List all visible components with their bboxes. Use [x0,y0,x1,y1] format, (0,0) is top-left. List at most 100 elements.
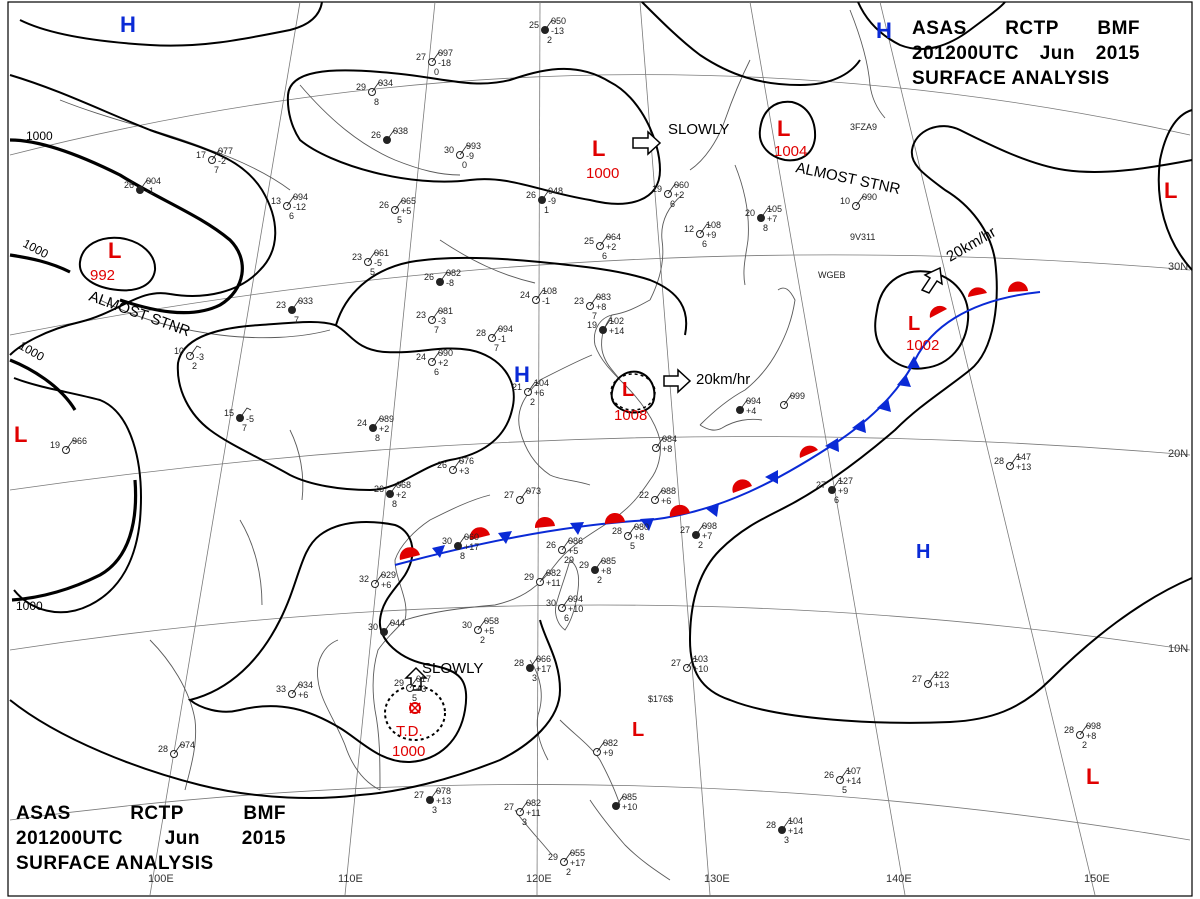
header-region: ASAS [16,803,71,824]
station-temperature: 26 [546,540,556,550]
lon-label: 150E [1084,873,1110,885]
wind-barb-icon [615,795,628,807]
station-tendency: +13 [1016,462,1031,472]
station-weather-code: 6 [564,613,569,623]
station-temperature: 28 [994,456,1004,466]
station-weather-code: 7 [434,325,439,335]
wind-barb-icon [291,299,304,311]
station-plot: 27 078+133 [414,786,451,815]
wind-barb-icon [452,459,465,471]
station-temperature: 26 [824,770,834,780]
station-pressure: 004 [146,176,161,186]
lon-label: 100E [148,873,174,885]
wind-barb-icon [519,489,532,501]
low-center-marker: L [632,719,644,741]
station-temperature: 27 [912,674,922,684]
station-plot: 26 086+529 [546,536,583,565]
low-center-marker: L [622,379,634,401]
station-temperature: 15 [224,408,234,418]
header-station: RCTP [1005,18,1059,39]
station-plot: 26 107+145 [824,766,861,795]
station-weather-code: 3 [532,673,537,683]
station-weather-code: 2 [597,575,602,585]
station-pressure: 107 [846,766,861,776]
coastlines [59,9,886,881]
wind-barb-icon [286,195,299,207]
station-pressure: 086 [568,536,583,546]
station-weather-code: 5 [370,267,375,277]
station-tendency: +2 [379,424,389,434]
station-pressure: 038 [393,126,408,136]
station-weather-code: 0 [434,67,439,77]
station-weather-code: 6 [670,199,675,209]
station-pressure: 122 [934,670,949,680]
station-pressure: 074 [180,740,195,750]
wind-barb-icon [431,309,444,321]
station-temperature: 29 [394,678,404,688]
station-plot: 10 -32 [174,345,204,371]
station-tendency: +8 [662,444,672,454]
station-temperature: 24 [416,352,426,362]
wind-barb-icon [781,819,794,831]
station-weather-code: 5 [412,693,417,703]
station-weather-code: 7 [214,165,219,175]
station-plot: 23 061-55 [352,248,389,277]
station-plot: 28 104+143 [766,816,803,845]
station-weather-code: 6 [702,239,707,249]
station-tendency: +17 [464,542,479,552]
station-weather-code: 2 [566,867,571,877]
station-weather-code: 2 [698,540,703,550]
station-plot: 30 058+52 [462,616,499,645]
low-center-marker: L [908,313,920,335]
wind-barb-icon [65,439,78,451]
station-plot: 28 147+13 [994,452,1031,472]
station-temperature: 29 [356,82,366,92]
station-pressure: 068 [396,480,411,490]
wind-barb-icon [699,223,712,235]
station-temperature: 13 [271,196,281,206]
wind-barb-icon [431,351,444,363]
station-temperature: 10 [840,196,850,206]
station-weather-code: 1 [544,205,549,215]
station-plot: 17 077-27 [196,146,233,175]
station-plot: 085+10 [612,792,637,812]
station-plot: 27 103+10 [671,654,708,674]
station-tendency: +2 [396,490,406,500]
station-tendency: -9 [548,196,556,206]
station-plot: 27 082+113 [504,798,541,827]
station-tendency: +14 [846,776,861,786]
station-pressure: 098 [702,521,717,531]
station-pressure: 044 [390,618,405,628]
station-plot: 29 082+11 [524,568,561,588]
station-temperature: 10 [174,346,184,356]
station-weather-code: 8 [375,433,380,443]
header-station: RCTP [130,803,184,824]
station-temperature: 29 [524,572,534,582]
wind-barb-icon [655,437,668,449]
station-tendency: +5 [568,546,578,556]
station-temperature: 27 [504,802,514,812]
high-center-marker: H [876,18,892,43]
station-pressure: 029 [381,570,396,580]
station-weather-code: 7 [592,311,597,321]
station-pressure: 073 [526,486,541,496]
wind-barb-icon [527,381,540,393]
station-temperature: 30 [462,620,472,630]
station-tendency: +3 [416,684,426,694]
station-temperature: 28 [1064,725,1074,735]
station-plot: 19 102+14 [587,316,624,336]
station-pressure: 094 [498,324,513,334]
station-tendency: +5 [401,206,411,216]
system-note: SLOWLY [422,660,483,677]
station-temperature: 27 [671,658,681,668]
station-pressure: 017 [416,674,431,684]
wind-barb-icon [173,743,186,755]
station-weather-code: 0 [462,160,467,170]
station-weather-code: 5 [842,785,847,795]
station-pressure: 077 [218,146,233,156]
header-line-2: 201200UTC Jun 2015 [16,826,286,851]
station-plot: 13 094-126 [271,192,308,221]
station-plot: 24 089+28 [357,414,394,443]
station-pressure: 090 [438,348,453,358]
isobar-label: 1000 [26,129,53,143]
